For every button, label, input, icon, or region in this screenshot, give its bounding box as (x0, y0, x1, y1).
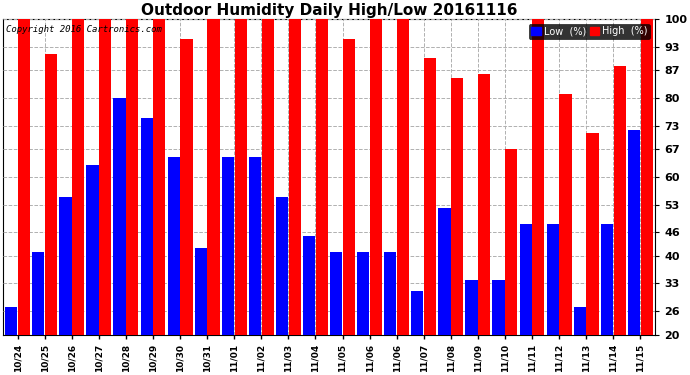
Bar (384, 252, 396, 335)
Bar (316, 19, 328, 335)
Bar (451, 78, 463, 335)
Bar (235, 19, 247, 335)
Bar (438, 209, 451, 335)
Bar (168, 157, 180, 335)
Bar (32, 252, 44, 335)
Bar (601, 224, 613, 335)
Bar (466, 279, 477, 335)
Bar (357, 252, 369, 335)
Bar (262, 19, 274, 335)
Bar (586, 134, 599, 335)
Bar (370, 19, 382, 335)
Bar (18, 19, 30, 335)
Bar (343, 39, 355, 335)
Bar (505, 149, 518, 335)
Bar (45, 54, 57, 335)
Bar (276, 196, 288, 335)
Bar (303, 236, 315, 335)
Bar (532, 19, 544, 335)
Bar (99, 19, 111, 335)
Bar (208, 19, 219, 335)
Legend: Low  (%), High  (%): Low (%), High (%) (529, 24, 651, 39)
Title: Outdoor Humidity Daily High/Low 20161116: Outdoor Humidity Daily High/Low 20161116 (141, 3, 518, 18)
Bar (72, 19, 84, 335)
Bar (59, 196, 72, 335)
Bar (560, 94, 571, 335)
Bar (153, 19, 166, 335)
Bar (113, 98, 126, 335)
Bar (195, 248, 207, 335)
Bar (628, 129, 640, 335)
Bar (330, 252, 342, 335)
Text: Copyright 2016 Cartronics.com: Copyright 2016 Cartronics.com (6, 25, 162, 34)
Bar (397, 19, 409, 335)
Bar (478, 74, 491, 335)
Bar (613, 66, 626, 335)
Bar (573, 307, 586, 335)
Bar (493, 279, 504, 335)
Bar (424, 58, 436, 335)
Bar (411, 291, 424, 335)
Bar (86, 165, 99, 335)
Bar (520, 224, 532, 335)
Bar (546, 224, 559, 335)
Bar (640, 19, 653, 335)
Bar (126, 19, 139, 335)
Bar (221, 157, 234, 335)
Bar (6, 307, 17, 335)
Bar (180, 39, 193, 335)
Bar (141, 118, 152, 335)
Bar (249, 157, 261, 335)
Bar (288, 19, 301, 335)
